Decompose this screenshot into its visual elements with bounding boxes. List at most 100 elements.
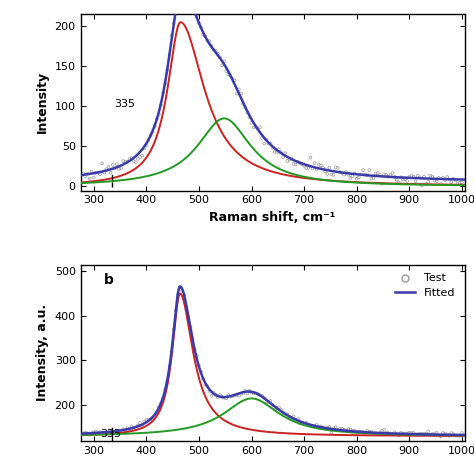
Point	[140, 418, 148, 425]
Point	[378, 180, 386, 188]
Point	[256, 123, 264, 131]
Point	[92, 428, 100, 435]
Point	[153, 409, 161, 416]
Point	[237, 390, 245, 398]
Point	[443, 173, 451, 181]
Point	[393, 176, 401, 183]
Point	[437, 180, 445, 188]
Point	[174, 0, 182, 6]
Point	[193, 352, 201, 359]
Point	[241, 387, 249, 395]
Point	[275, 404, 283, 411]
Point	[292, 416, 300, 424]
Point	[201, 381, 209, 388]
Point	[134, 155, 142, 163]
Point	[304, 421, 312, 429]
Point	[315, 424, 323, 431]
Point	[397, 173, 405, 181]
Point	[282, 410, 289, 418]
Point	[216, 54, 224, 61]
Point	[98, 160, 106, 167]
Point	[231, 392, 238, 399]
Point	[349, 427, 356, 435]
Point	[439, 174, 447, 182]
Y-axis label: Intensity, a.u.: Intensity, a.u.	[36, 304, 49, 401]
Point	[111, 428, 118, 436]
Point	[189, 7, 196, 15]
Point	[288, 414, 295, 422]
Point	[372, 170, 379, 177]
Point	[264, 399, 272, 406]
Point	[346, 426, 354, 433]
Point	[214, 50, 222, 57]
Point	[263, 398, 270, 406]
Point	[107, 169, 114, 176]
Point	[80, 429, 87, 437]
Point	[218, 62, 226, 69]
Point	[420, 430, 428, 438]
Point	[208, 392, 215, 400]
Point	[313, 421, 320, 429]
Point	[342, 168, 350, 176]
Point	[109, 428, 117, 436]
Point	[164, 66, 171, 74]
Point	[117, 164, 125, 172]
Y-axis label: Intensity: Intensity	[36, 71, 49, 133]
Point	[121, 158, 129, 166]
Point	[206, 387, 213, 395]
Point	[132, 425, 140, 432]
Point	[393, 430, 401, 438]
Point	[391, 173, 398, 181]
Point	[111, 164, 118, 172]
Point	[189, 336, 196, 343]
Point	[132, 158, 140, 166]
Point	[433, 178, 440, 185]
Point	[458, 429, 465, 437]
Point	[130, 426, 137, 433]
Point	[184, 0, 192, 2]
Point	[143, 141, 150, 149]
Point	[345, 425, 352, 433]
Point	[128, 423, 136, 430]
Point	[252, 123, 259, 130]
Point	[260, 140, 268, 147]
Point	[178, 287, 186, 294]
Point	[157, 400, 165, 407]
Point	[334, 164, 342, 172]
Point	[304, 164, 312, 172]
Point	[389, 430, 396, 438]
Point	[248, 119, 255, 127]
Point	[248, 389, 255, 396]
Point	[191, 3, 199, 10]
Point	[376, 429, 383, 437]
Point	[456, 179, 464, 187]
Point	[410, 173, 417, 181]
Point	[170, 326, 177, 333]
Point	[113, 427, 121, 434]
Point	[124, 158, 131, 165]
Point	[88, 168, 95, 175]
Point	[155, 110, 163, 118]
Point	[410, 429, 417, 437]
Point	[172, 8, 180, 15]
Point	[105, 429, 112, 437]
Point	[235, 392, 243, 400]
Point	[383, 171, 390, 179]
Point	[260, 394, 268, 401]
Point	[246, 113, 253, 121]
Point	[311, 159, 319, 167]
Point	[250, 390, 257, 397]
Point	[412, 177, 419, 185]
Point	[368, 428, 375, 435]
Point	[147, 131, 155, 139]
Point	[170, 19, 177, 27]
Point	[269, 401, 276, 409]
Point	[405, 173, 413, 181]
Point	[383, 429, 390, 437]
Point	[452, 432, 459, 439]
Point	[323, 170, 331, 178]
Point	[403, 430, 411, 438]
Point	[187, 323, 194, 331]
Point	[258, 134, 266, 142]
Point	[298, 160, 306, 168]
